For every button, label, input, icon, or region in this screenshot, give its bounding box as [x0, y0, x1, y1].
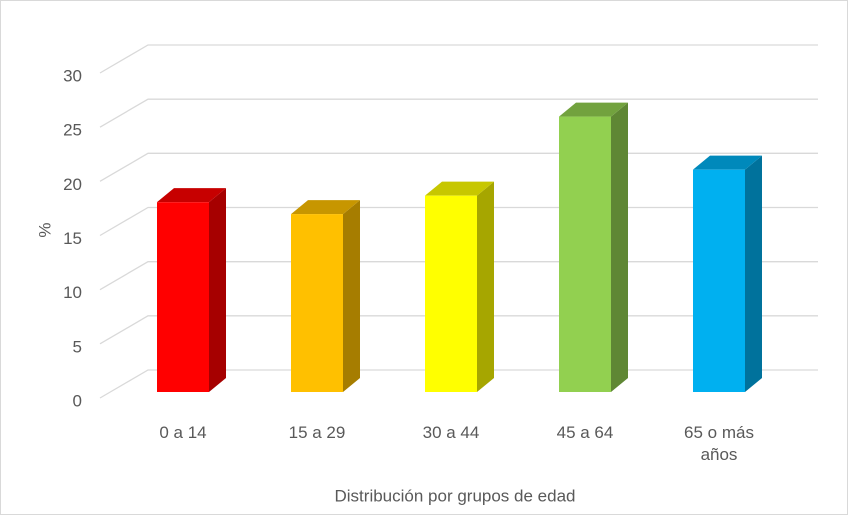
- bar: [693, 169, 745, 392]
- bar-top: [693, 155, 762, 170]
- bar: [559, 116, 611, 392]
- bar-top: [559, 102, 628, 117]
- bar-side: [209, 188, 226, 392]
- y-tick-label: 30: [63, 66, 82, 85]
- x-tick-label: 45 a 64: [556, 423, 614, 442]
- bar-top: [425, 181, 494, 196]
- x-tick-label: 15 a 29: [288, 423, 346, 442]
- bar-top: [291, 200, 360, 215]
- y-axis-title: %: [35, 222, 54, 237]
- y-tick-label: 0: [73, 391, 82, 410]
- grid-line: [99, 98, 818, 128]
- y-tick-label: 25: [63, 121, 82, 140]
- y-tick-label: 5: [73, 337, 82, 356]
- y-tick-label: 15: [63, 229, 82, 248]
- x-tick-label: 0 a 14: [159, 423, 207, 442]
- bar: [291, 214, 343, 392]
- y-tick-label: 10: [63, 283, 82, 302]
- y-tick-label: 20: [63, 175, 82, 194]
- x-axis-title: Distribución por grupos de edad: [335, 486, 576, 505]
- bar-side: [477, 181, 494, 392]
- x-tick-label: 30 a 44: [422, 423, 480, 442]
- bar: [157, 202, 209, 392]
- x-tick-label: 65 o más años: [684, 423, 754, 464]
- bar-side: [745, 155, 762, 392]
- bar-side: [343, 200, 360, 392]
- bar: [425, 195, 477, 392]
- grid-line: [99, 44, 818, 74]
- bar-top: [157, 188, 226, 203]
- bar-side: [611, 102, 628, 392]
